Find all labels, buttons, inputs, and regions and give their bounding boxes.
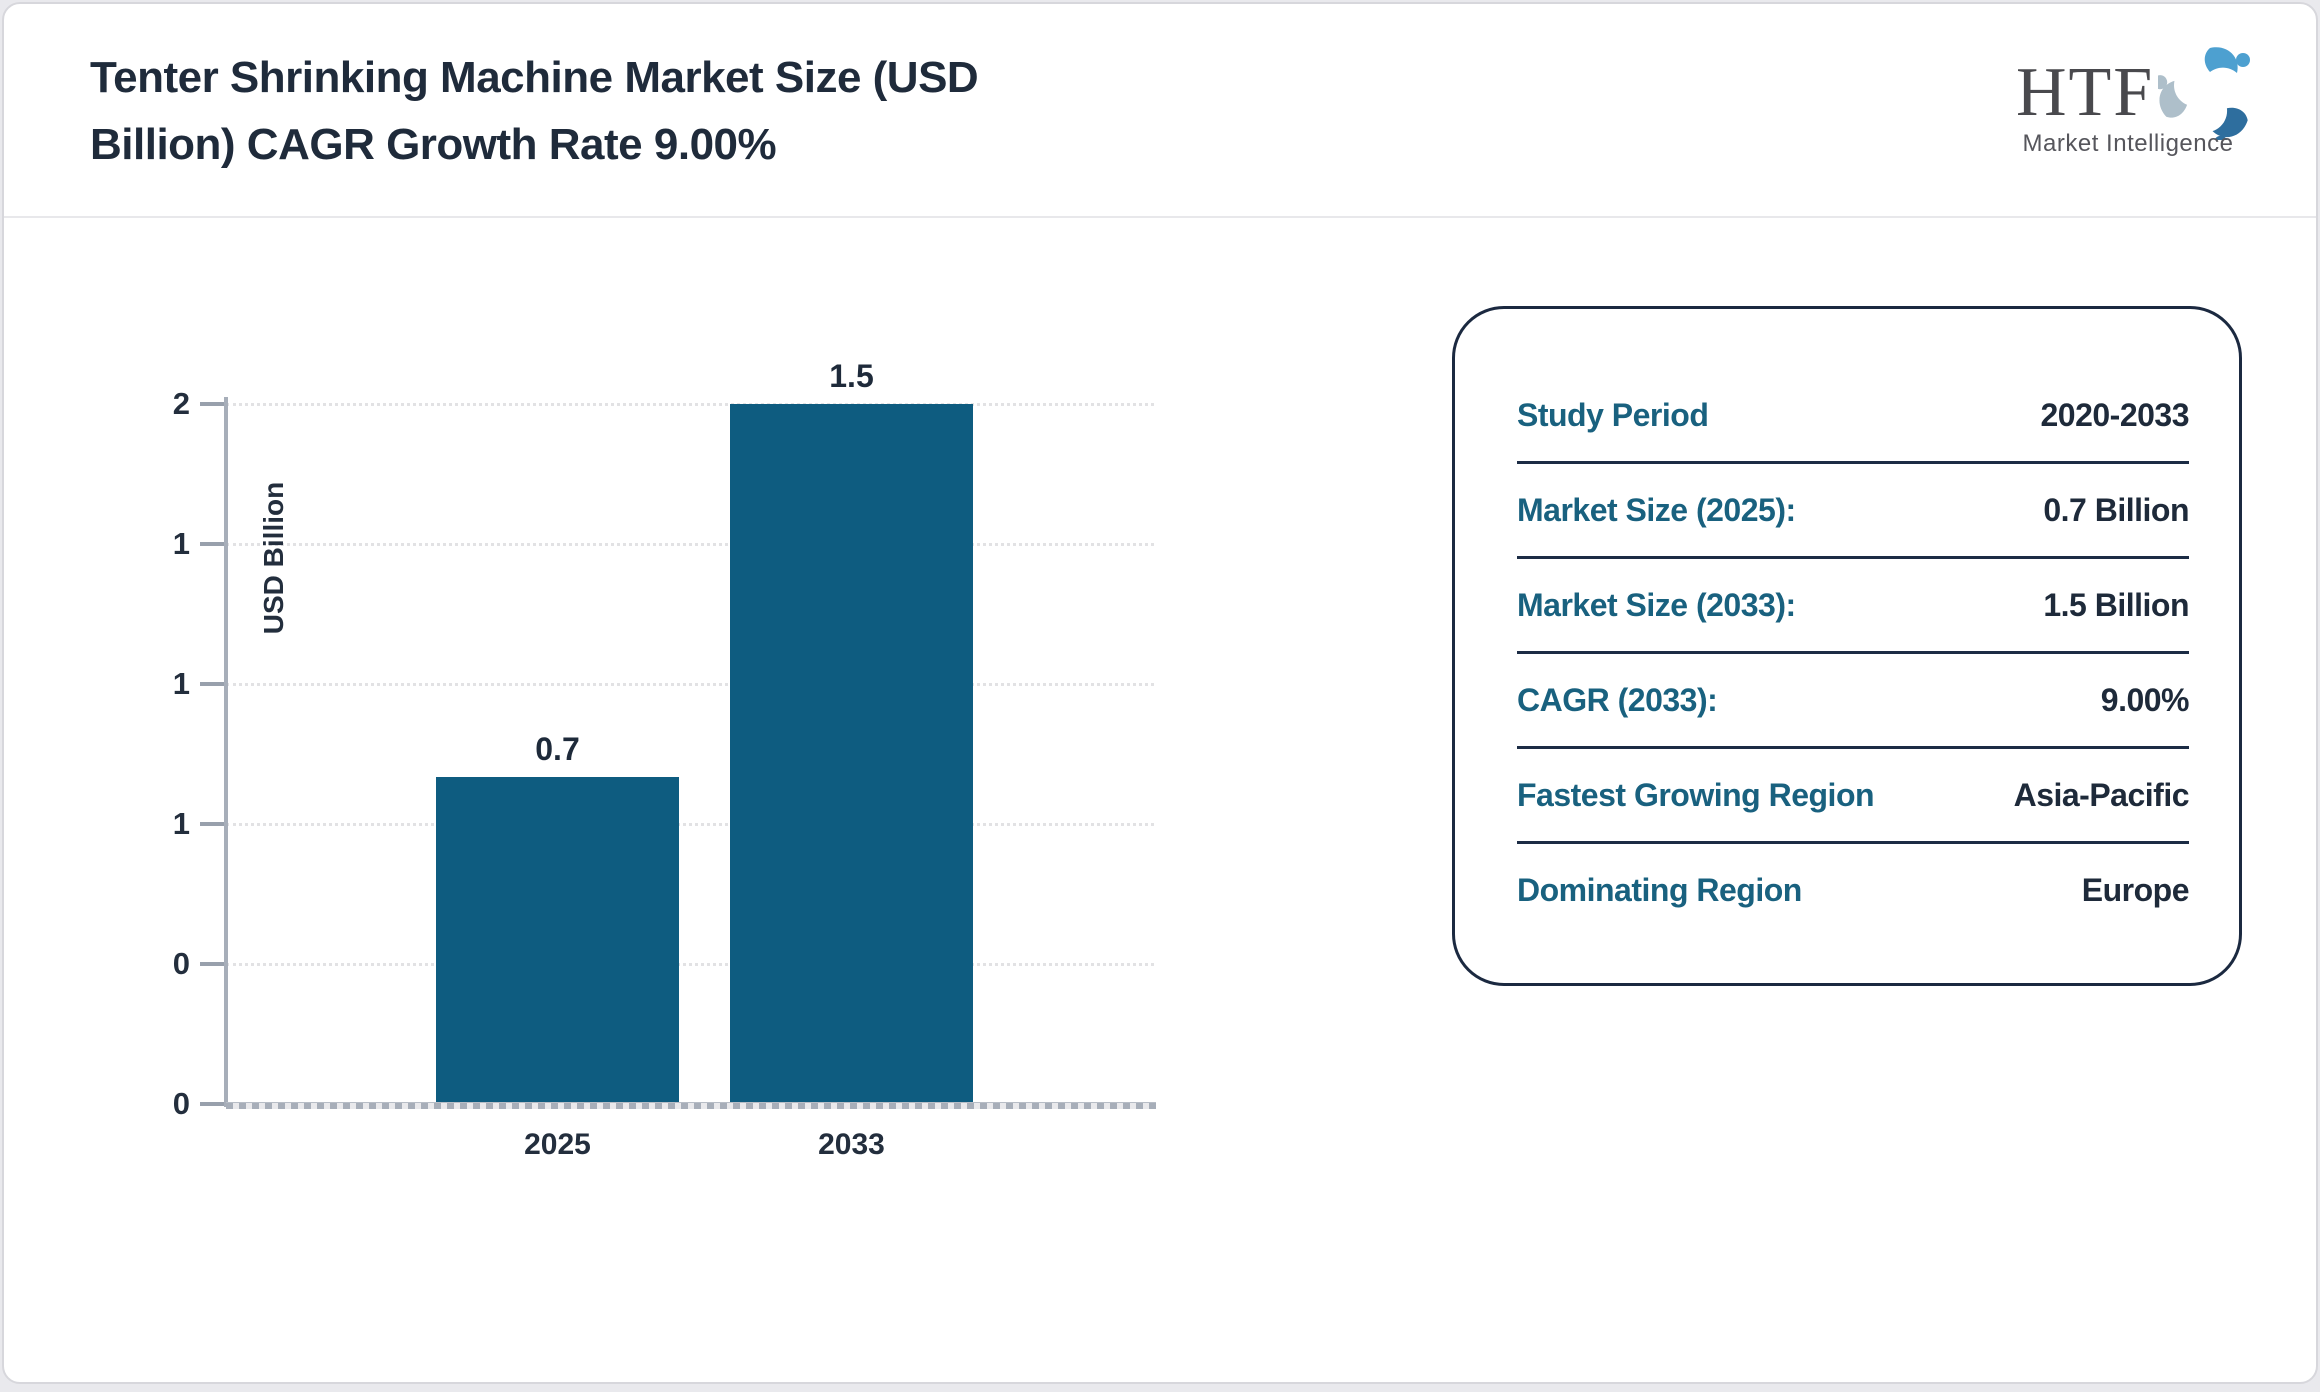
- y-tick-label: 1: [172, 666, 190, 701]
- info-row-label: Market Size (2025):: [1517, 491, 1796, 528]
- htf-logo-subtext: Market Intelligence: [2022, 130, 2234, 157]
- info-row-value: 0.7 Billion: [2043, 491, 2189, 528]
- y-tick-label: 1: [172, 526, 190, 561]
- htf-swirl-icon: [2158, 47, 2250, 140]
- x-axis-line: [226, 1102, 1156, 1109]
- y-tick-mark: [200, 402, 226, 406]
- y-tick-mark: [200, 542, 226, 546]
- y-tick-label: 0: [172, 946, 190, 981]
- info-row-value: 2020-2033: [2040, 396, 2189, 433]
- y-tick-mark: [200, 682, 226, 686]
- y-gridline: [226, 963, 1154, 966]
- x-tick-label: 2025: [524, 1128, 591, 1161]
- y-tick-mark: [200, 822, 226, 826]
- info-row: Study Period 2020-2033: [1517, 369, 2189, 464]
- htf-logo-row: HTF: [1998, 47, 2258, 140]
- info-row-label: Market Size (2033):: [1517, 586, 1796, 623]
- info-row-label: Study Period: [1517, 396, 1709, 433]
- y-tick-label: 0: [172, 1086, 190, 1121]
- info-row-value: 9.00%: [2100, 681, 2190, 718]
- bar-value-label: 1.5: [829, 358, 874, 394]
- x-tick-label: 2033: [818, 1128, 885, 1161]
- bar: [436, 777, 679, 1104]
- info-card: Study Period 2020-2033 Market Size (2025):…: [1452, 306, 2242, 986]
- info-row-label: CAGR (2033):: [1517, 681, 1718, 718]
- page-title-line-1: Tenter Shrinking Machine Market Size (US…: [90, 53, 979, 102]
- page-title-line-2: Billion) CAGR Growth Rate 9.00%: [90, 120, 777, 169]
- y-gridline: [226, 823, 1154, 826]
- info-row: Market Size (2025): 0.7 Billion: [1517, 464, 2189, 559]
- bar-value-label: 0.7: [535, 731, 580, 767]
- info-row-value: Asia-Pacific: [2013, 776, 2190, 813]
- info-row-value: 1.5 Billion: [2043, 586, 2189, 623]
- y-gridline: [226, 543, 1154, 546]
- y-axis-title: USD Billion: [258, 481, 289, 635]
- info-row: Dominating Region Europe: [1517, 844, 2190, 936]
- htf-logo-text: HTF: [2016, 54, 2155, 131]
- info-row-value: Europe: [2081, 871, 2190, 908]
- info-row-label: Fastest Growing Region: [1517, 776, 1875, 813]
- y-gridline: [226, 683, 1154, 686]
- y-tick-mark: [200, 1102, 226, 1106]
- y-tick-label: 1: [172, 806, 190, 841]
- info-row-label: Dominating Region: [1517, 871, 1802, 908]
- info-row: CAGR (2033): 9.00%: [1517, 654, 2190, 749]
- y-axis-line: [224, 397, 228, 1107]
- y-tick-mark: [200, 962, 226, 966]
- info-row: Fastest Growing Region Asia-Pacific: [1517, 749, 2190, 844]
- y-gridline: [226, 403, 1154, 406]
- info-row: Market Size (2033): 1.5 Billion: [1517, 559, 2189, 654]
- htf-logo: HTF: [1998, 34, 2258, 164]
- bar: [730, 404, 973, 1104]
- header: Tenter Shrinking Machine Market Size (US…: [4, 4, 2316, 218]
- page-title: Tenter Shrinking Machine Market Size (US…: [90, 44, 1290, 178]
- y-tick-label: 2: [172, 386, 190, 421]
